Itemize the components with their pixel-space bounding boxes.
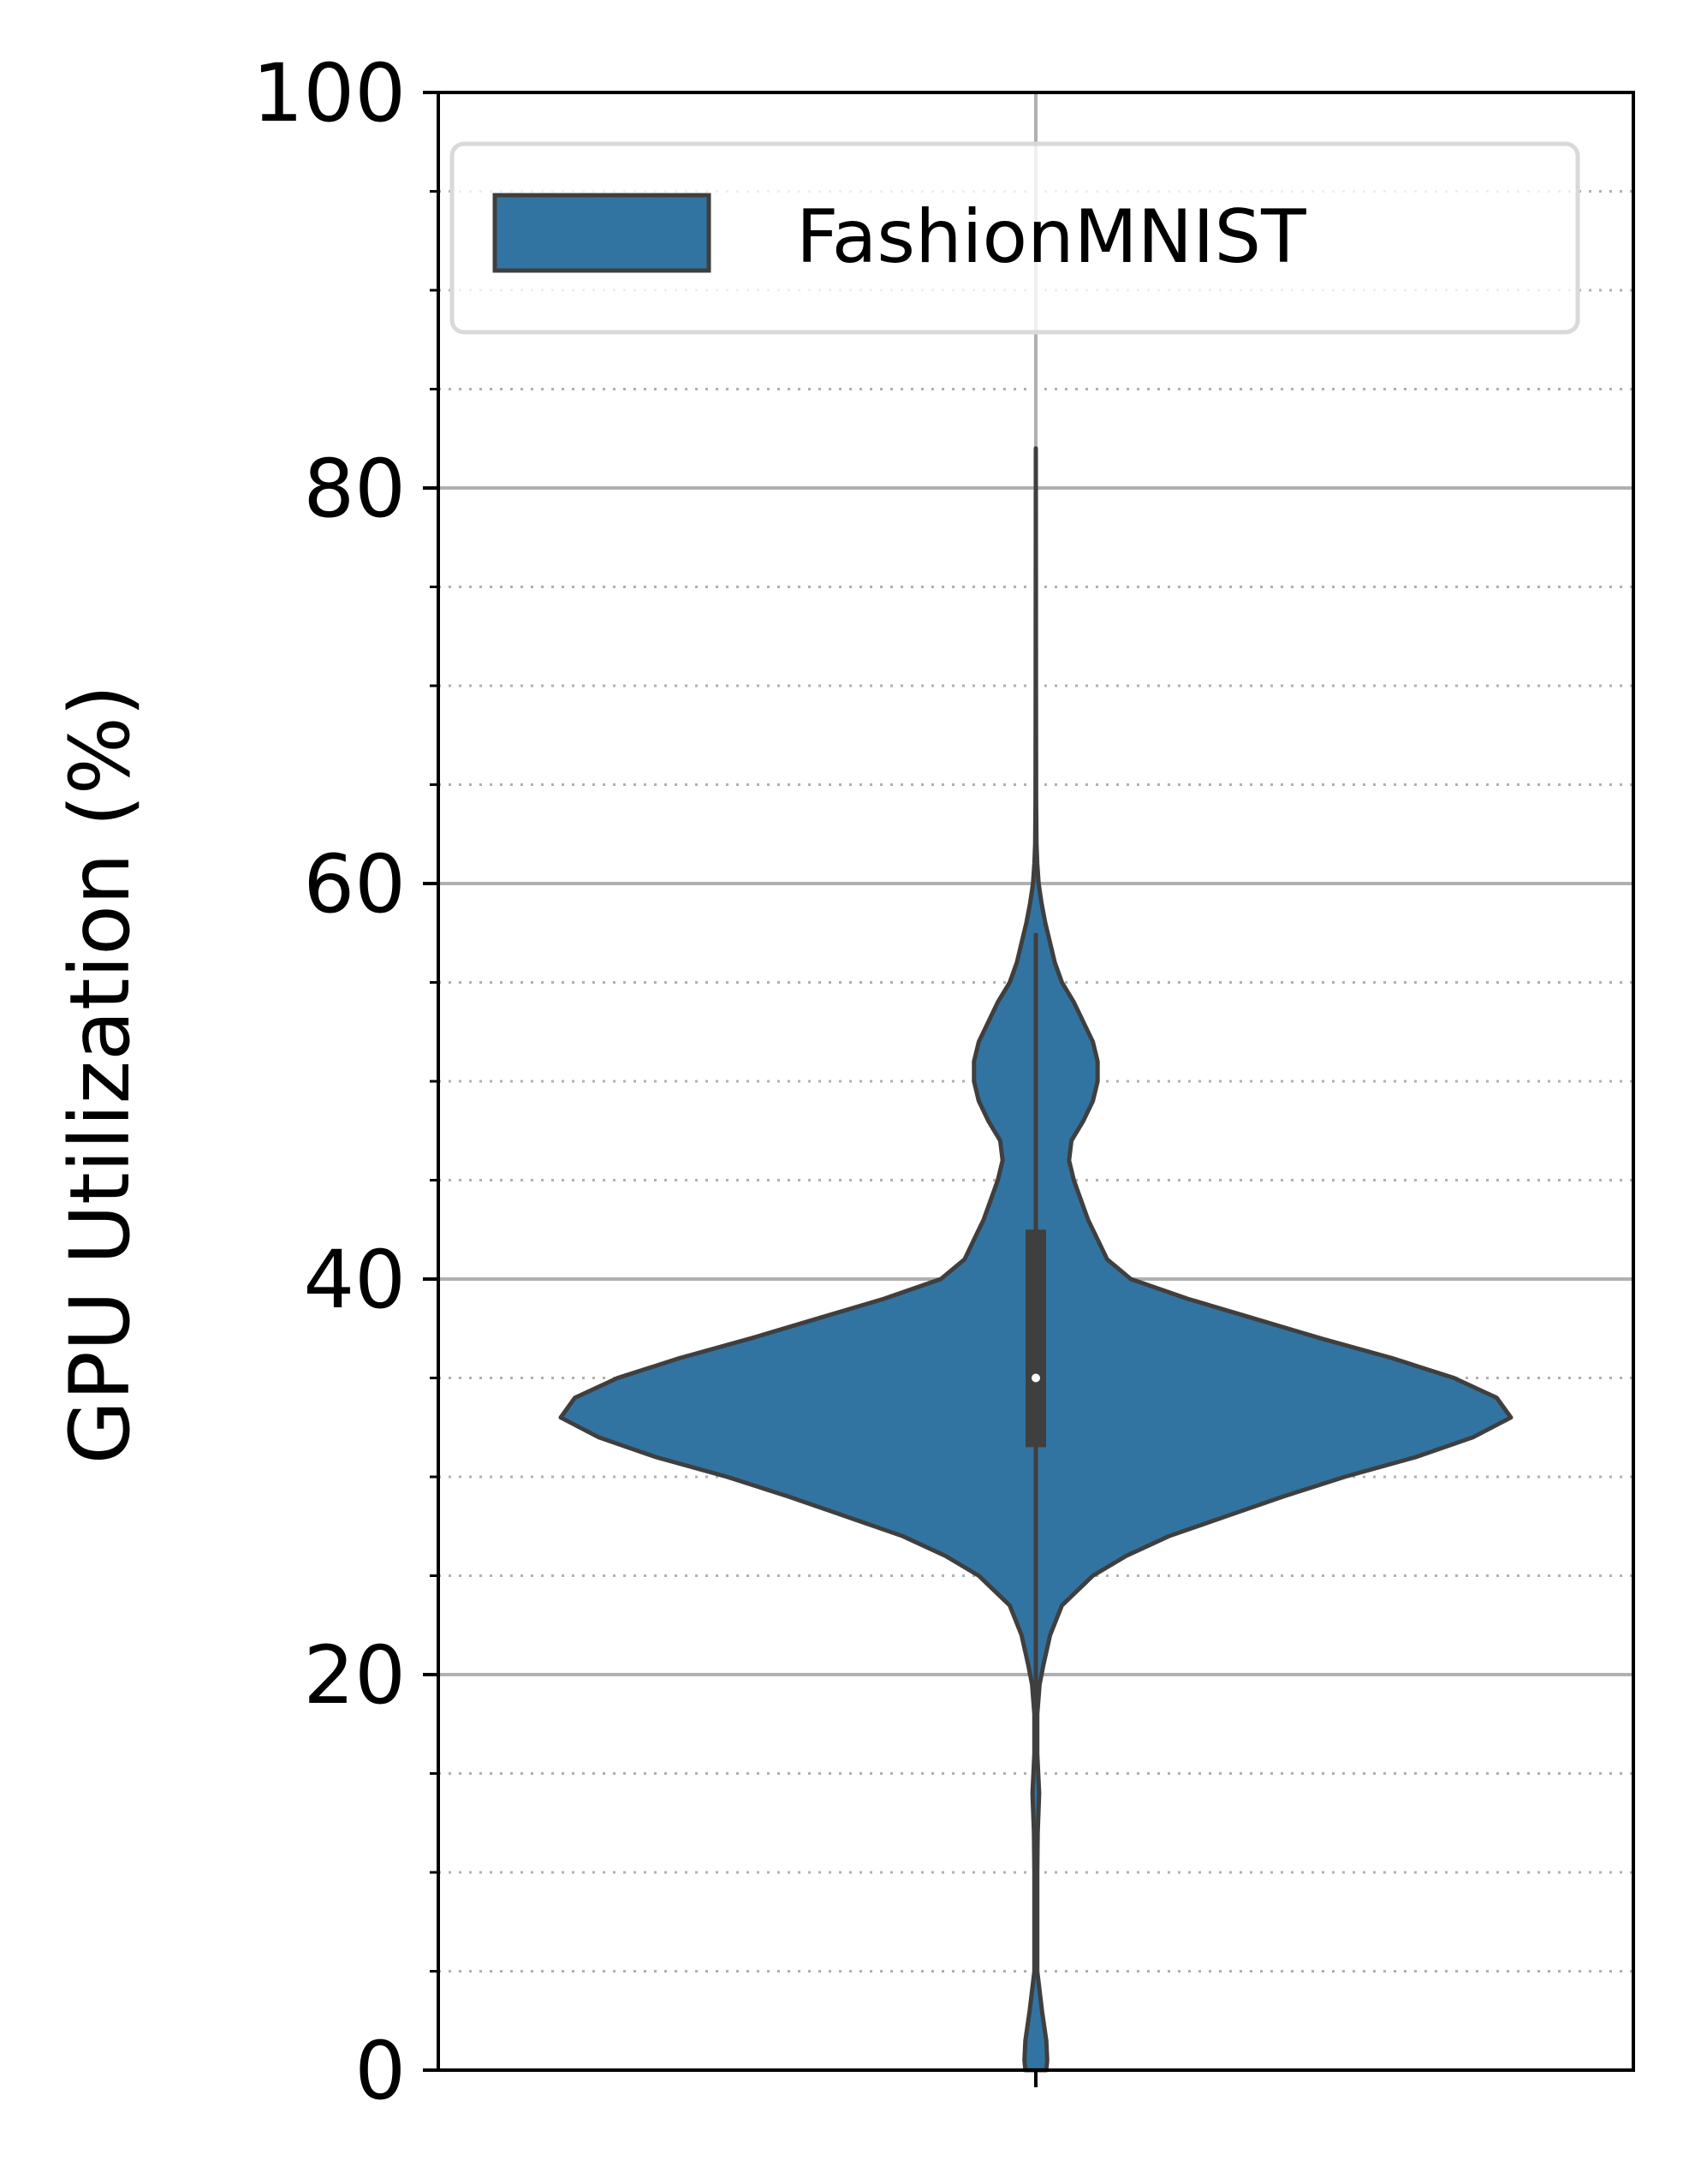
violin-iqr-box: [1026, 1229, 1046, 1448]
y-tick-label: 20: [303, 1629, 406, 1723]
y-tick-label: 0: [354, 2025, 406, 2118]
legend-swatch: [492, 193, 711, 273]
violin-median: [1032, 1373, 1040, 1383]
legend-label: FashionMNIST: [796, 194, 1306, 280]
y-tick-label: 100: [253, 47, 406, 140]
y-tick-label: 80: [303, 443, 406, 536]
y-tick-label: 60: [303, 838, 406, 931]
axes: 0 20 40 60 80 100: [253, 47, 1635, 2118]
y-axis-label: GPU Utilization (%): [52, 685, 148, 1465]
legend-frame: [449, 141, 1580, 335]
y-tick-label: 40: [303, 1234, 406, 1327]
plot-area: [558, 446, 1514, 2073]
legend: FashionMNIST: [449, 141, 1580, 335]
